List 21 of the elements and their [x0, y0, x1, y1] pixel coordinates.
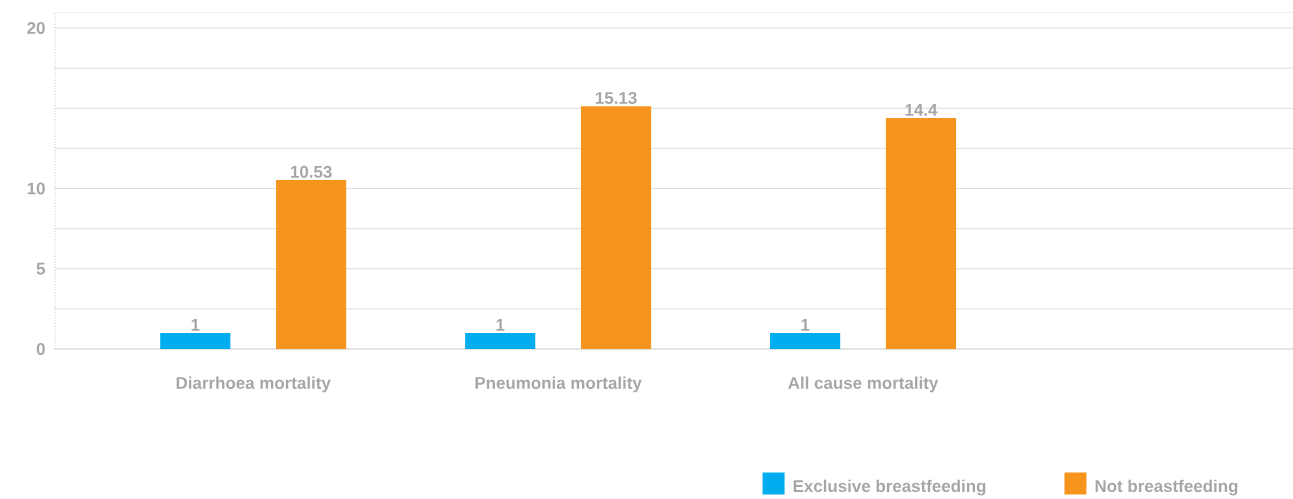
bar: [276, 180, 347, 349]
y-tick-label: 0: [36, 343, 45, 355]
y-tick-label: 5: [36, 262, 46, 275]
bar: [160, 332, 231, 349]
bar: [580, 106, 652, 349]
data-label: 1: [801, 319, 810, 331]
legend-label: Exclusive breastfeeding: [793, 479, 986, 496]
data-label: 1: [191, 319, 200, 331]
data-label: 14.4: [905, 104, 938, 116]
x-tick-label: Pneumonia mortality: [475, 376, 642, 393]
data-label: 15.13: [595, 91, 637, 104]
data-label: 10.53: [291, 165, 332, 178]
bar: [770, 332, 841, 349]
y-tick-label: 20: [27, 22, 45, 35]
x-tick-label: All cause mortality: [788, 376, 939, 393]
x-tick-label: Diarrhoea mortality: [176, 376, 331, 393]
bar: [885, 117, 957, 349]
legend-label: Not breastfeeding: [1095, 479, 1238, 496]
y-tick-label: 10: [27, 182, 45, 195]
data-label: 1: [496, 319, 505, 331]
bar: [465, 332, 536, 349]
